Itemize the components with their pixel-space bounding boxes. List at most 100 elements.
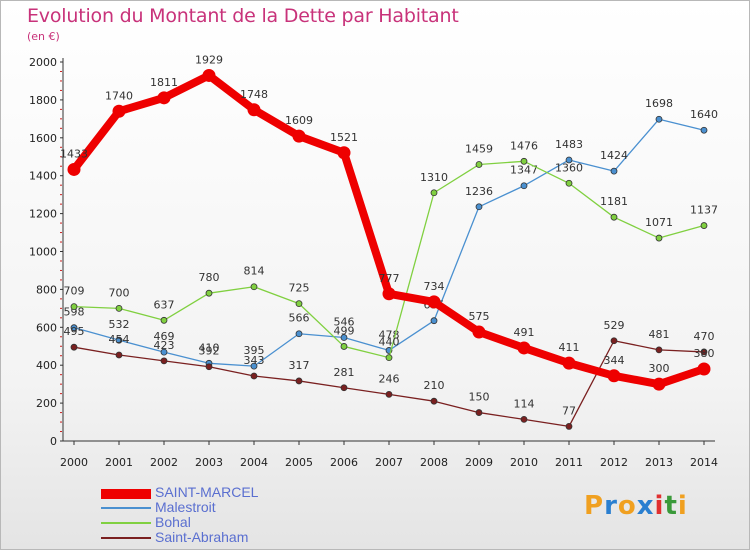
logo-letter: r <box>604 491 618 521</box>
y-tick-label: 1200 <box>29 208 57 221</box>
legend-label: Malestroit <box>155 499 216 515</box>
data-label-malestroit: 395 <box>244 344 265 357</box>
data-label-malestroit: 1236 <box>465 185 493 198</box>
data-point-saint-marcel <box>697 362 711 376</box>
data-point-bohal <box>70 303 78 311</box>
y-tick-label: 0 <box>50 435 57 448</box>
y-tick-label: 200 <box>36 397 57 410</box>
data-point-malestroit <box>70 324 78 332</box>
chart-subtitle: (en €) <box>27 30 60 43</box>
x-tick-label: 2004 <box>240 456 268 469</box>
x-tick-label: 2005 <box>285 456 313 469</box>
legend-swatch <box>101 489 151 499</box>
data-point-saint-abraham <box>205 363 213 371</box>
logo-letter: P <box>584 491 605 521</box>
data-point-malestroit <box>160 348 168 356</box>
data-label-saint-abraham: 114 <box>514 397 535 410</box>
data-label-saint-marcel: 380 <box>694 347 715 360</box>
data-point-saint-marcel <box>427 295 441 309</box>
data-point-saint-abraham <box>295 377 303 385</box>
data-label-saint-abraham: 246 <box>379 372 400 385</box>
y-tick-label: 1400 <box>29 170 57 183</box>
data-point-saint-abraham <box>250 372 258 380</box>
data-label-saint-abraham: 210 <box>424 379 445 392</box>
data-label-saint-marcel: 1740 <box>105 89 133 102</box>
data-point-saint-marcel <box>202 68 216 82</box>
data-label-bohal: 1459 <box>465 143 493 156</box>
data-label-saint-marcel: 1748 <box>240 88 268 101</box>
x-tick-label: 2012 <box>600 456 628 469</box>
data-label-bohal: 440 <box>379 336 400 349</box>
data-label-bohal: 1360 <box>555 161 583 174</box>
data-point-bohal <box>250 283 258 291</box>
data-point-saint-marcel <box>337 146 351 160</box>
legend-label: Saint-Abraham <box>155 529 249 545</box>
data-label-saint-abraham: 150 <box>469 391 490 404</box>
data-label-bohal: 709 <box>64 285 85 298</box>
data-point-malestroit <box>610 167 618 175</box>
data-label-saint-marcel: 734 <box>424 280 445 293</box>
data-point-malestroit <box>655 115 663 123</box>
data-label-saint-abraham: 281 <box>334 366 355 379</box>
proxiti-logo: Proxiti <box>584 491 688 521</box>
x-tick-label: 2002 <box>150 456 178 469</box>
data-label-bohal: 1181 <box>600 195 628 208</box>
data-point-saint-abraham <box>520 415 528 423</box>
data-point-malestroit <box>250 362 258 370</box>
logo-letter: o <box>617 491 637 521</box>
data-point-saint-abraham <box>475 409 483 416</box>
data-label-bohal: 1476 <box>510 139 538 152</box>
data-point-bohal <box>655 234 663 242</box>
data-point-bohal <box>385 354 393 362</box>
data-point-saint-abraham <box>385 390 393 398</box>
data-point-malestroit <box>520 182 528 190</box>
data-point-malestroit <box>340 334 348 341</box>
y-tick-label: 800 <box>36 283 57 296</box>
data-point-bohal <box>700 222 708 229</box>
data-point-malestroit <box>115 336 123 344</box>
legend-label: Bohal <box>155 514 191 530</box>
y-tick-label: 1600 <box>29 132 57 145</box>
data-label-saint-marcel: 575 <box>469 310 490 323</box>
data-label-malestroit: 1640 <box>690 108 718 121</box>
data-point-malestroit <box>430 317 438 325</box>
x-tick-label: 2014 <box>690 456 718 469</box>
data-label-bohal: 499 <box>334 324 355 337</box>
data-point-saint-abraham <box>115 351 123 359</box>
x-tick-label: 2003 <box>195 456 223 469</box>
y-tick-label: 1800 <box>29 94 57 107</box>
data-point-saint-marcel <box>292 129 306 143</box>
x-tick-label: 2011 <box>555 456 583 469</box>
data-label-saint-abraham: 529 <box>604 319 625 332</box>
x-tick-label: 2007 <box>375 456 403 469</box>
y-tick-label: 1000 <box>29 246 57 259</box>
x-tick-label: 2009 <box>465 456 493 469</box>
data-point-saint-abraham <box>565 423 573 430</box>
data-point-saint-marcel <box>382 287 396 301</box>
data-label-bohal: 700 <box>109 286 130 299</box>
y-tick-label: 2000 <box>29 56 57 69</box>
legend-swatch <box>101 537 151 539</box>
data-label-malestroit: 1483 <box>555 138 583 151</box>
x-tick-label: 2006 <box>330 456 358 469</box>
legend-label: SAINT-MARCEL <box>155 484 259 500</box>
data-label-bohal: 1137 <box>690 204 718 217</box>
data-label-saint-abraham: 454 <box>109 333 130 346</box>
data-label-bohal: 1310 <box>420 171 448 184</box>
data-label-saint-abraham: 77 <box>562 404 576 417</box>
data-label-saint-marcel: 1811 <box>150 76 178 89</box>
data-point-saint-abraham <box>430 397 438 405</box>
data-label-saint-marcel: 411 <box>559 341 580 354</box>
logo-letter: i <box>654 491 665 521</box>
data-point-bohal <box>115 304 123 312</box>
data-label-bohal: 1071 <box>645 216 673 229</box>
data-label-saint-marcel: 1521 <box>330 131 358 144</box>
logo-letter: t <box>664 491 678 521</box>
data-point-saint-abraham <box>70 343 78 351</box>
data-label-malestroit: 469 <box>154 330 175 343</box>
data-point-bohal <box>475 161 483 168</box>
data-label-malestroit: 598 <box>64 306 85 319</box>
data-label-saint-marcel: 491 <box>514 326 535 339</box>
